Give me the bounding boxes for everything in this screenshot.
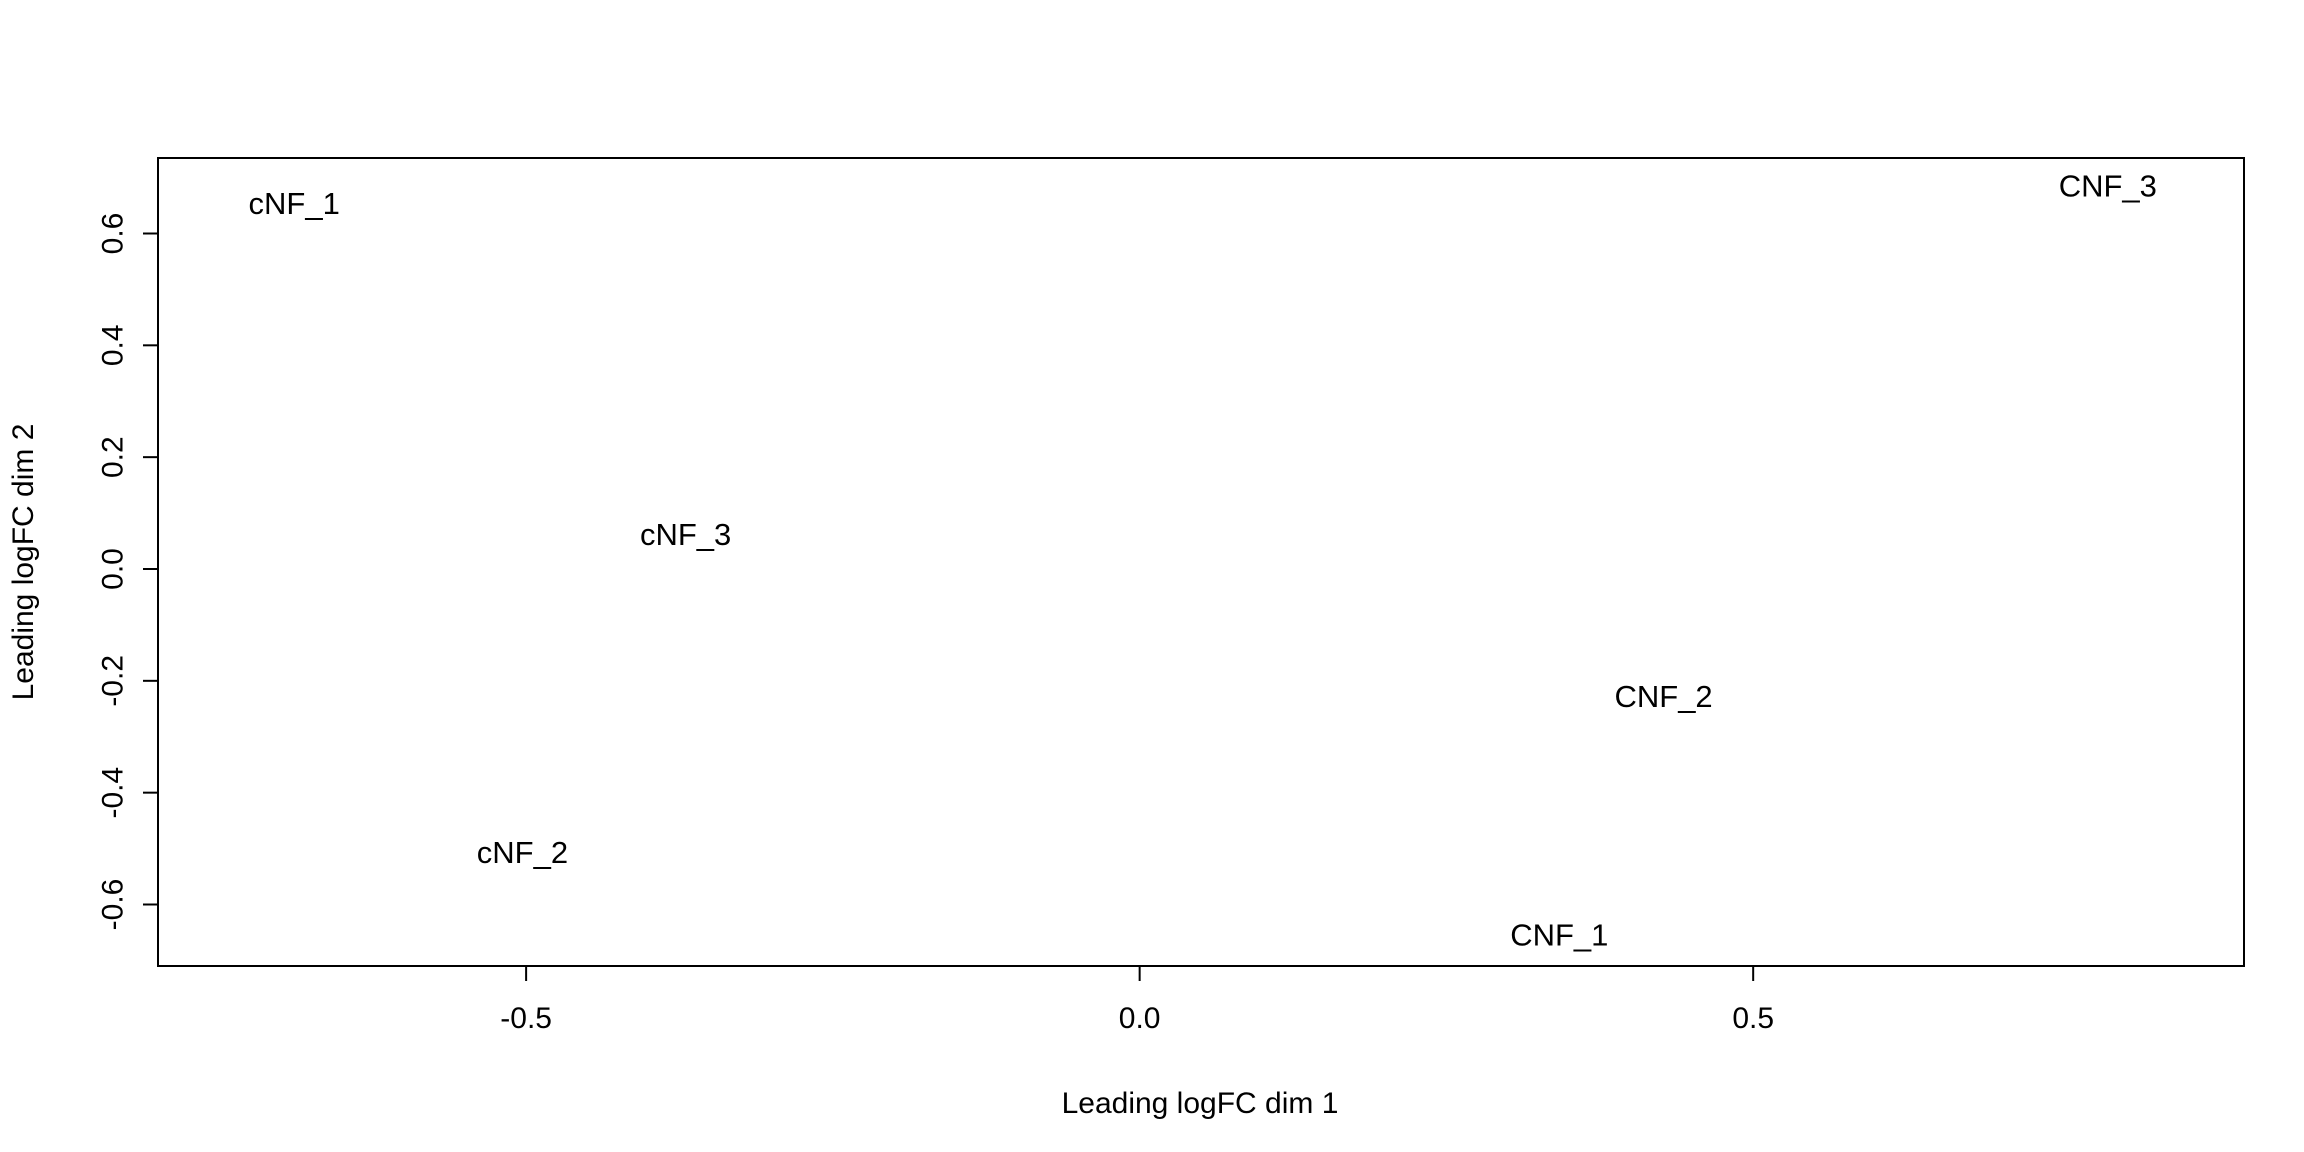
y-axis-label: Leading logFC dim 2 <box>7 424 40 701</box>
y-tick-label: 0.2 <box>97 436 130 478</box>
point-labels: cNF_1 cNF_2 cNF_3 CNF_1 CNF_2 CNF_3 <box>249 168 2157 952</box>
y-tick-label: 0.4 <box>97 324 130 366</box>
point-label-cNF_1: cNF_1 <box>249 186 340 221</box>
plot-frame <box>157 157 2245 967</box>
x-axis: -0.5 0.0 0.5 <box>500 965 1774 1035</box>
point-label-cNF_2: cNF_2 <box>477 835 568 870</box>
point-label-cNF_3: cNF_3 <box>640 517 731 552</box>
x-tick-label: -0.5 <box>500 1002 552 1035</box>
y-axis: -0.6 -0.4 -0.2 0.0 0.2 0.4 0.6 <box>97 213 159 931</box>
x-tick-label: 0.0 <box>1119 1002 1161 1035</box>
y-tick-label: -0.6 <box>97 879 130 931</box>
y-tick-label: 0.6 <box>97 213 130 255</box>
point-label-CNF_3: CNF_3 <box>2059 168 2157 203</box>
y-tick-label: -0.2 <box>97 655 130 707</box>
y-tick-label: -0.4 <box>97 767 130 819</box>
x-axis-label: Leading logFC dim 1 <box>1062 1087 1339 1120</box>
y-tick-label: 0.0 <box>97 548 130 590</box>
point-label-CNF_1: CNF_1 <box>1510 918 1608 953</box>
point-label-CNF_2: CNF_2 <box>1614 679 1712 714</box>
x-tick-label: 0.5 <box>1732 1002 1774 1035</box>
